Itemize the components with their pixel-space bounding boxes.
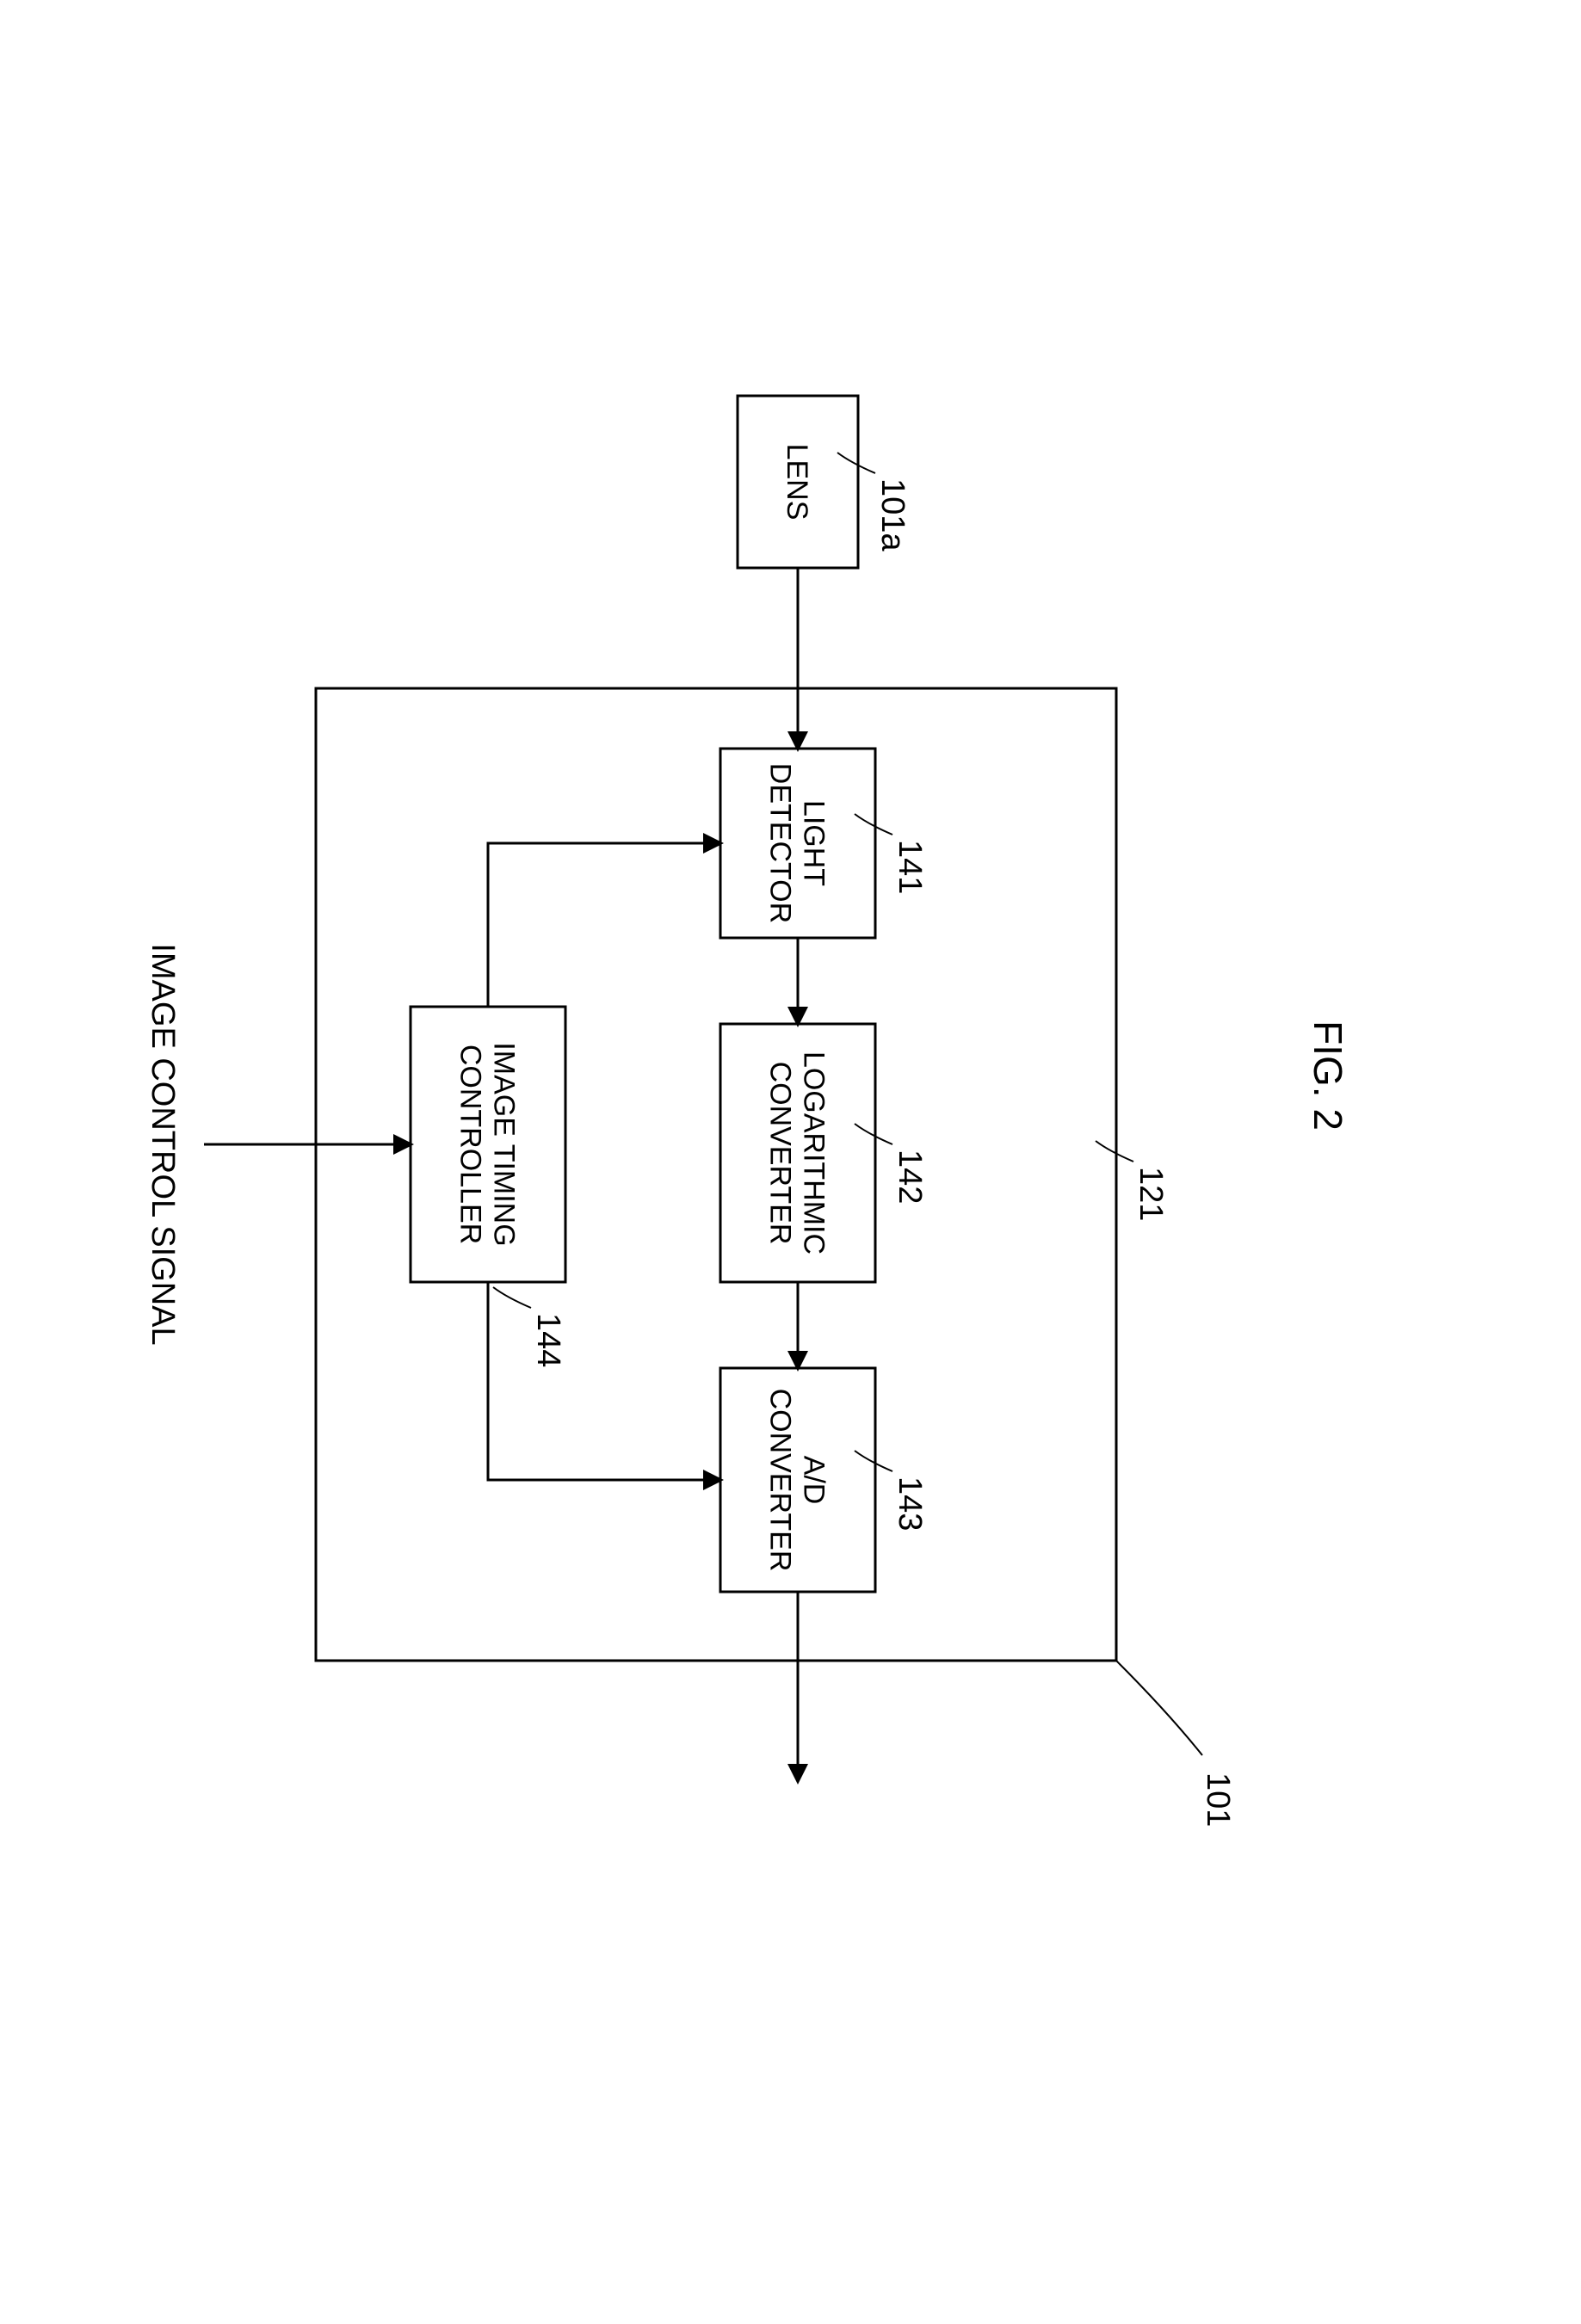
assembly-101-label: 101 — [1200, 1772, 1236, 1827]
assembly-leader — [1116, 1661, 1202, 1755]
block-light-label-line1: DETECTOR — [764, 763, 797, 923]
block-timing-label-line1: CONTROLLER — [454, 1045, 487, 1244]
container-121-id: 121 — [1133, 1167, 1169, 1221]
figure-title: FIG. 2 — [1306, 1020, 1350, 1131]
block-adc-label-line1: CONVERTER — [764, 1389, 797, 1572]
block-adc-label-line0: A/D — [798, 1456, 831, 1505]
block-lens-id-leader — [837, 453, 875, 473]
block-adc-id-leader — [855, 1451, 892, 1471]
block-light-id: 141 — [892, 840, 928, 894]
container-121 — [316, 688, 1116, 1661]
block-adc-id: 143 — [892, 1476, 928, 1531]
block-light-label-line0: LIGHT — [798, 800, 831, 886]
block-timing-id: 144 — [530, 1313, 566, 1367]
arrow-timing-light — [488, 843, 720, 1007]
arrow-timing-adc — [488, 1282, 720, 1480]
block-log-id-leader — [855, 1124, 892, 1144]
block-log-id: 142 — [892, 1150, 928, 1204]
container-121-id-leader — [1096, 1141, 1133, 1162]
block-log-label-line1: CONVERTER — [764, 1062, 797, 1245]
block-timing-label-line0: IMAGE TIMING — [488, 1042, 521, 1246]
block-log-label-line0: LOGARITHMIC — [798, 1051, 831, 1254]
block-lens-label-line0: LENS — [781, 444, 813, 521]
block-light-id-leader — [855, 814, 892, 835]
external-input-label: IMAGE CONTROL SIGNAL — [145, 943, 181, 1345]
block-timing-id-leader — [493, 1287, 531, 1308]
block-lens-id: 101a — [874, 478, 911, 552]
